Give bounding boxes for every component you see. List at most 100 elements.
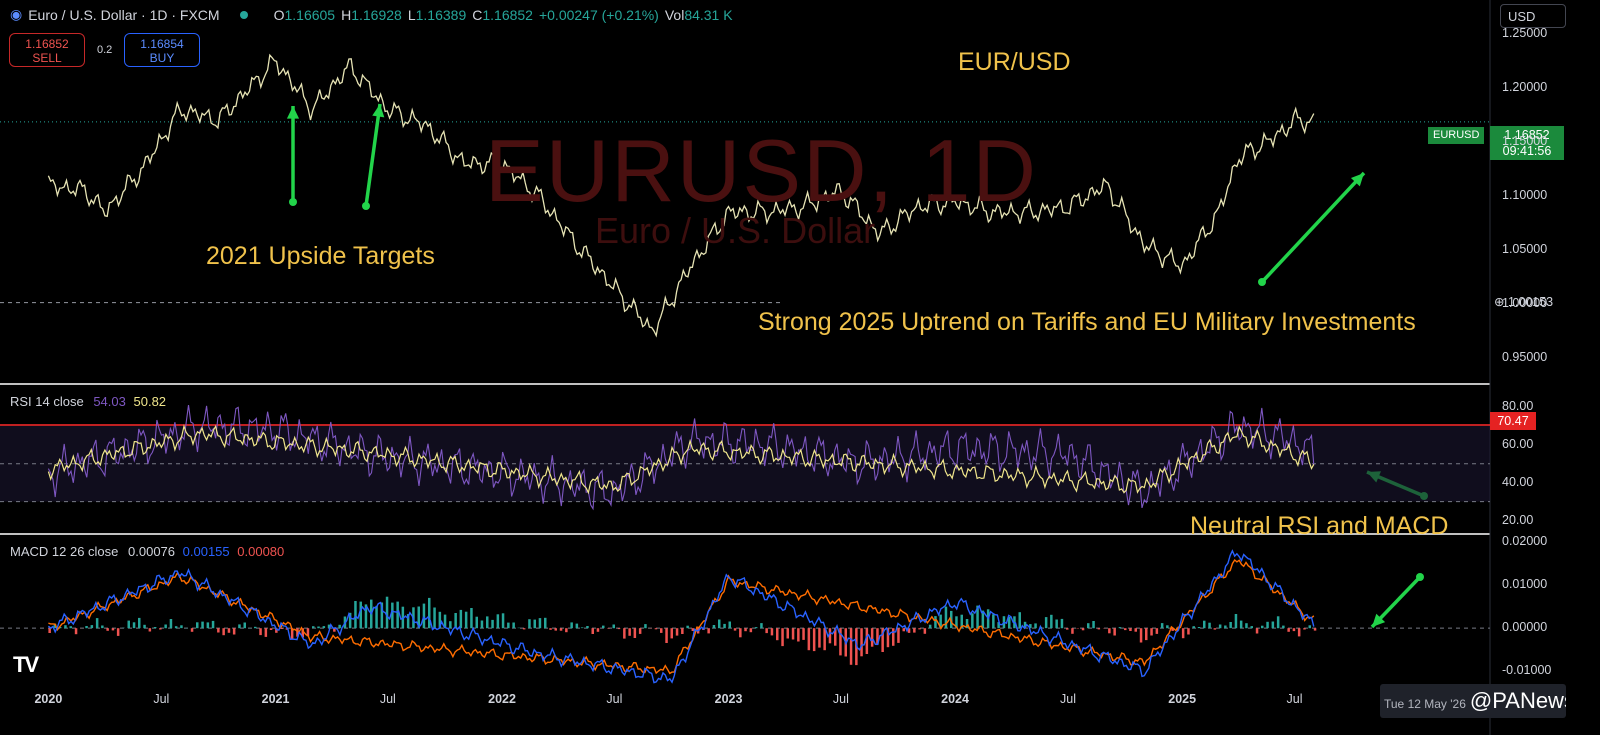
macd-histogram-bar	[992, 614, 995, 629]
macd-histogram-bar	[1245, 623, 1248, 629]
macd-histogram-bar	[965, 619, 969, 629]
macd-histogram-bar	[580, 627, 584, 629]
chart-watermark: EURUSD, 1D	[485, 121, 1038, 220]
macd-histogram-bar	[333, 628, 336, 632]
macd-histogram-bar	[1218, 624, 1222, 629]
macd-histogram-bar	[1055, 619, 1058, 629]
currency-selector[interactable]: USD	[1500, 4, 1566, 28]
last-price-tag: 1.16852 09:41:56	[1490, 126, 1564, 160]
ohlc-value: +0.00247 (+0.21%)	[538, 6, 659, 23]
ohlc-key: C	[472, 6, 483, 23]
macd-histogram-bar	[559, 628, 563, 631]
macd-histogram-bar	[422, 603, 426, 629]
macd-histogram-bar	[538, 618, 542, 629]
macd-histogram-bar	[660, 628, 663, 633]
macd-histogram-bar	[686, 625, 689, 629]
macd-histogram-bar	[865, 628, 869, 654]
axis-tick-label: 0.01000	[1502, 577, 1548, 592]
macd-histogram-bar	[638, 628, 642, 634]
macd-histogram-bar	[881, 628, 884, 652]
axis-tick-label: 1.05000	[1502, 242, 1548, 257]
ohlc-key: Vol	[664, 6, 685, 23]
macd-histogram-bar	[454, 613, 457, 629]
axis-tick-label: 2025	[1168, 692, 1197, 706]
macd-histogram-bar	[913, 628, 916, 633]
axis-tick-label: -0.01000	[1502, 663, 1552, 678]
macd-histogram-bar	[892, 628, 895, 646]
axis-tick-label: 2022	[488, 692, 516, 706]
macd-histogram-bar	[1071, 628, 1074, 634]
macd-histogram-bar	[486, 616, 489, 629]
sell-price: 1.16852	[25, 37, 69, 51]
rsi-legend: RSI 14 close 54.03 50.82	[10, 394, 167, 409]
macd-histogram-bar	[406, 614, 410, 629]
macd-histogram-bar	[459, 609, 463, 629]
macd-histogram-bar	[1276, 616, 1280, 629]
macd-histogram-bar	[955, 616, 958, 629]
macd-histogram-bar	[812, 628, 816, 652]
macd-histogram-bar	[586, 626, 589, 629]
macd-histogram-bar	[691, 628, 695, 631]
macd-histogram-bar	[401, 606, 405, 629]
macd-histogram-bar	[348, 612, 352, 629]
axis-tick-label: 2021	[261, 692, 290, 706]
macd-histogram-bar	[781, 628, 784, 647]
tradingview-logo[interactable]: TV	[13, 652, 39, 677]
chart-annotation-title: EUR/USD	[958, 48, 1071, 76]
macd-histogram-bar	[507, 622, 510, 629]
macd-histogram-bar	[1192, 626, 1195, 629]
macd-histogram-bar	[839, 628, 842, 656]
macd-histogram-bar	[1108, 628, 1111, 634]
arrow-target-1-tail	[289, 198, 297, 206]
sell-button[interactable]: 1.16852 SELL	[9, 33, 85, 67]
macd-histogram-bar	[522, 628, 526, 630]
macd-histogram-bar	[528, 619, 531, 629]
macd-histogram-bar	[1224, 625, 1227, 629]
macd-histogram-bar	[211, 620, 215, 629]
axis-tick-label: 1.25000	[1502, 25, 1548, 40]
macd-histogram-bar	[928, 624, 932, 629]
macd-histogram-bar	[396, 601, 399, 629]
macd-histogram-bar	[902, 628, 905, 632]
macd-histogram-bar	[280, 628, 283, 629]
macd-histogram-bar	[238, 624, 241, 629]
macd-histogram-bar	[438, 611, 442, 629]
crosshair-price-label: ⊕ 1.00153	[1494, 295, 1554, 309]
macd-histogram-bar	[744, 628, 747, 632]
macd-histogram-bar	[802, 628, 805, 640]
axis-tick-label: 60.00	[1502, 436, 1534, 451]
macd-histogram-bar	[417, 606, 420, 629]
macd-histogram-bar	[612, 624, 615, 629]
symbol-title[interactable]: Euro / U.S. Dollar · 1D · FXCM	[28, 6, 220, 23]
macd-histogram-bar	[74, 628, 78, 635]
macd-histogram-bar	[1087, 623, 1090, 629]
symbol-price-tag: EURUSD	[1428, 127, 1485, 144]
macd-histogram-bar	[997, 622, 1000, 629]
macd-histogram-bar	[359, 601, 362, 629]
macd-histogram-bar	[443, 614, 447, 629]
buy-button[interactable]: 1.16854 BUY	[124, 33, 200, 67]
macd-histogram-bar	[1092, 621, 1095, 629]
rsi-ma-line	[47, 424, 1315, 495]
macd-histogram-bar	[1297, 628, 1301, 637]
macd-histogram-bar	[1208, 622, 1211, 629]
macd-histogram-bar	[923, 628, 927, 634]
macd-histogram-bar	[1034, 623, 1037, 629]
macd-histogram-bar	[196, 622, 199, 629]
macd-histogram-bar	[449, 621, 452, 629]
macd-histogram-bar	[148, 628, 152, 632]
macd-histogram-bar	[818, 628, 821, 648]
macd-histogram-bar	[501, 613, 505, 629]
macd-histogram-bar	[317, 626, 320, 629]
macd-histogram-bar	[1229, 622, 1232, 629]
macd-histogram-bar	[254, 626, 257, 629]
macd-histogram-bar	[58, 627, 62, 629]
axis-tick-label: Jul	[1286, 692, 1303, 706]
macd-histogram-bar	[886, 628, 890, 648]
macd-histogram-bar	[897, 628, 900, 643]
macd-histogram-bar	[1018, 612, 1021, 629]
macd-histogram-bar	[870, 628, 874, 647]
macd-histogram-bar	[101, 625, 104, 629]
macd-histogram-bar	[1023, 621, 1027, 629]
macd-line	[47, 549, 1315, 684]
